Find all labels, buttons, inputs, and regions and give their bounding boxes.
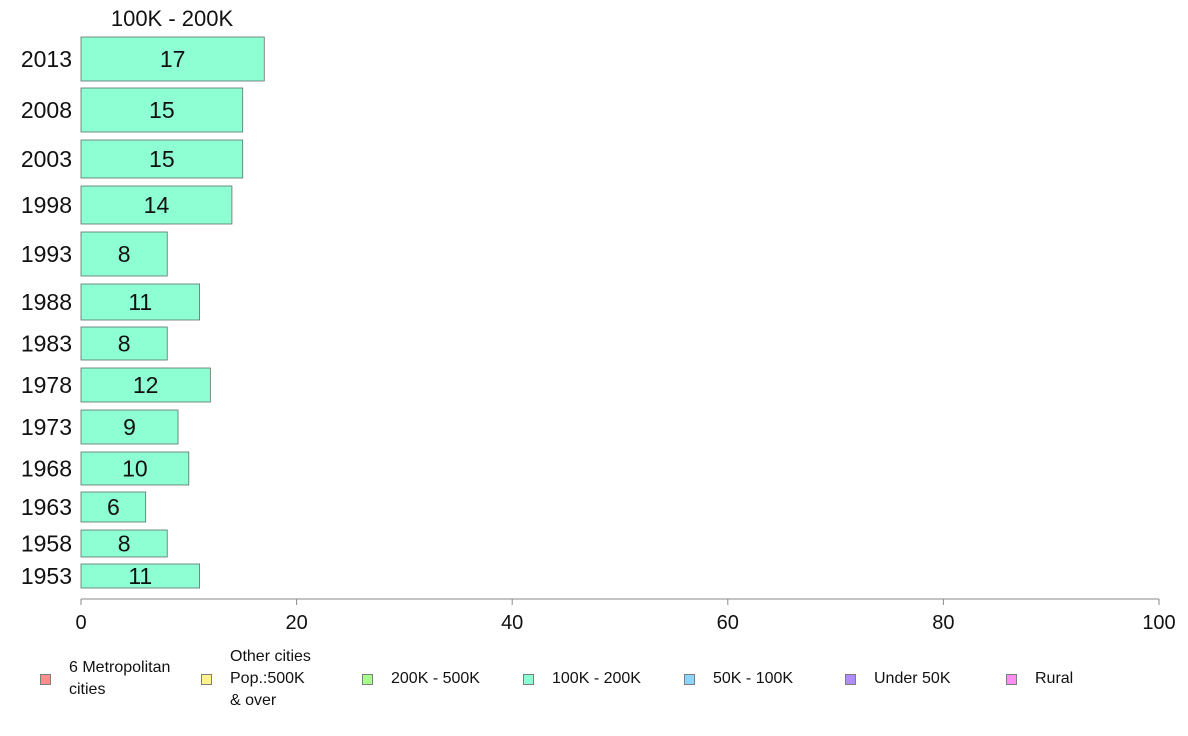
y-tick-label-1968: 1968 [21,456,72,482]
legend-label: 6 Metropolitan cities [69,659,171,698]
bar-1978 [80,367,211,403]
bar-value-label-2003: 15 [149,146,175,172]
bar-1953 [80,563,200,589]
bar-1973 [80,409,179,445]
y-tick-label-2008: 2008 [21,97,72,123]
bar-2008 [80,87,244,133]
legend-label: Other cities Pop.:500K & over [230,648,311,709]
bar-value-label-2008: 15 [149,97,175,123]
bar-1988 [80,283,200,321]
y-tick-label-1988: 1988 [21,289,72,315]
bar-1998 [80,185,233,225]
legend-swatch [1006,673,1017,685]
bar-value-label-1998: 14 [144,192,170,218]
bars-layer: 17 2013 15 2008 15 2003 14 1998 8 1993 11 1988 8 1983… [21,36,265,589]
bar-1963 [80,491,147,523]
x-axis: 0 20 40 60 80 100 [75,598,1176,634]
y-tick-label-1993: 1993 [21,241,72,267]
y-tick-label-1998: 1998 [21,192,72,218]
legend-swatch [523,673,534,685]
x-tick-label-100: 100 [1142,612,1175,634]
x-tick-label-60: 60 [717,612,739,634]
legend-label: Under 50K [874,670,951,687]
y-tick-label-2013: 2013 [21,46,72,72]
bar-value-label-1953: 11 [128,563,152,589]
x-tick-label-40: 40 [501,612,523,634]
y-tick-label-1973: 1973 [21,414,72,440]
bar-2003 [80,139,244,179]
x-tick-label-20: 20 [285,612,307,634]
bar-1993 [80,231,168,277]
legend-item-7: Rural [1006,646,1073,712]
legend: 6 Metropolitan cities Other cities Pop.:5… [0,646,1188,726]
y-tick-label-1958: 1958 [21,531,72,557]
legend-swatch [362,673,373,685]
bar-1983 [80,326,168,361]
legend-swatch [40,673,51,685]
bar-1958 [80,529,168,558]
bar-value-label-1993: 8 [118,241,131,267]
legend-item-2: Other cities Pop.:500K & over [201,646,311,712]
bar-value-label-1978: 12 [133,372,159,398]
bar-value-label-1983: 8 [118,331,131,357]
y-tick-label-1978: 1978 [21,372,72,398]
legend-item-4: 100K - 200K [523,646,641,712]
legend-item-3: 200K - 500K [362,646,480,712]
bar-1968 [80,451,190,486]
legend-swatch [684,673,695,685]
y-tick-label-1983: 1983 [21,331,72,357]
bar-value-label-2013: 17 [160,46,186,72]
bar-2013 [80,36,265,82]
x-tick-label-0: 0 [75,612,86,634]
bar-value-label-1988: 11 [128,289,152,315]
y-tick-label-1963: 1963 [21,494,72,520]
y-tick-label-2003: 2003 [21,146,72,172]
legend-label: 200K - 500K [391,670,480,687]
x-tick-label-80: 80 [932,612,954,634]
bar-value-label-1968: 10 [122,456,148,482]
legend-label: 50K - 100K [713,670,794,687]
bar-value-label-1958: 8 [118,531,131,557]
bar-value-label-1973: 9 [123,414,136,440]
y-tick-label-1953: 1953 [21,563,72,589]
panel-title: 100K - 200K [111,6,234,31]
legend-item-5: 50K - 100K [684,646,793,712]
bar-value-label-1963: 6 [107,494,120,520]
legend-item-1: 6 Metropolitan cities [40,646,170,712]
legend-swatch [845,673,856,685]
legend-swatch [201,673,212,685]
legend-item-6: Under 50K [845,646,951,712]
legend-label: Rural [1035,670,1074,687]
legend-label: 100K - 200K [552,670,641,687]
